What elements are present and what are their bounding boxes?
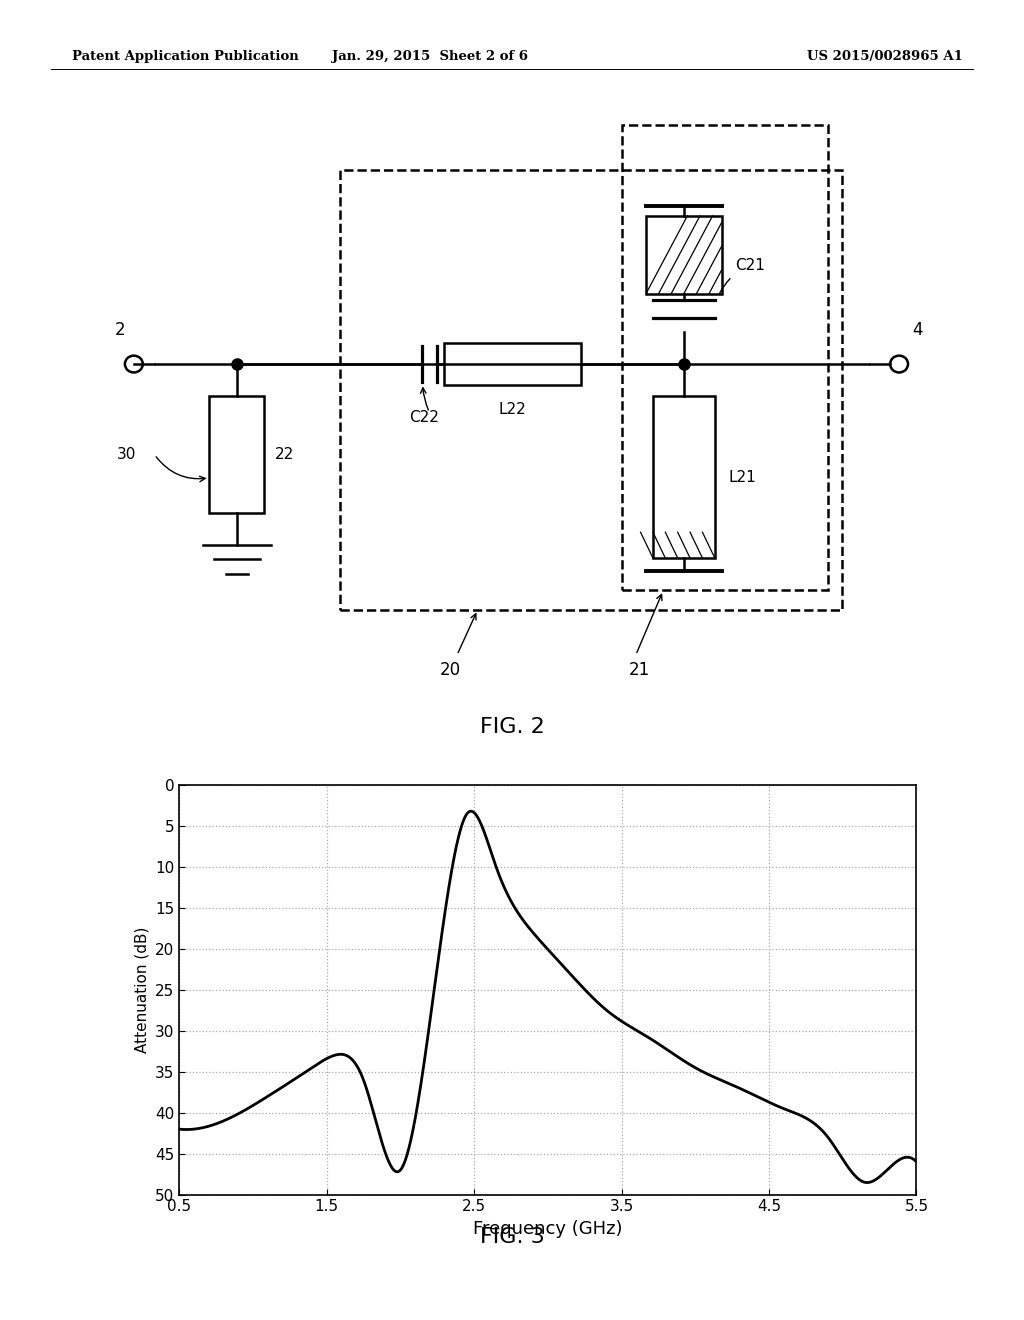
X-axis label: Frequency (GHz): Frequency (GHz) — [473, 1220, 623, 1238]
Text: L21: L21 — [728, 470, 757, 484]
Text: 20: 20 — [439, 660, 461, 678]
Text: 2: 2 — [115, 321, 125, 339]
Text: US 2015/0028965 A1: US 2015/0028965 A1 — [807, 50, 963, 63]
Text: Jan. 29, 2015  Sheet 2 of 6: Jan. 29, 2015 Sheet 2 of 6 — [332, 50, 528, 63]
Text: C21: C21 — [735, 259, 765, 273]
Text: C22: C22 — [409, 411, 438, 425]
Text: 30: 30 — [118, 447, 136, 462]
Bar — [210, 396, 264, 513]
Text: Patent Application Publication: Patent Application Publication — [72, 50, 298, 63]
Text: L22: L22 — [499, 403, 526, 417]
Bar — [646, 216, 722, 293]
Bar — [444, 343, 582, 385]
Text: 21: 21 — [629, 660, 650, 678]
Text: 4: 4 — [912, 321, 923, 339]
Text: 22: 22 — [274, 447, 294, 462]
Bar — [340, 170, 842, 610]
Y-axis label: Attenuation (dB): Attenuation (dB) — [134, 927, 150, 1053]
Text: FIG. 3: FIG. 3 — [479, 1228, 545, 1247]
Bar — [653, 396, 715, 558]
Text: FIG. 2: FIG. 2 — [479, 717, 545, 737]
Bar — [622, 125, 828, 590]
